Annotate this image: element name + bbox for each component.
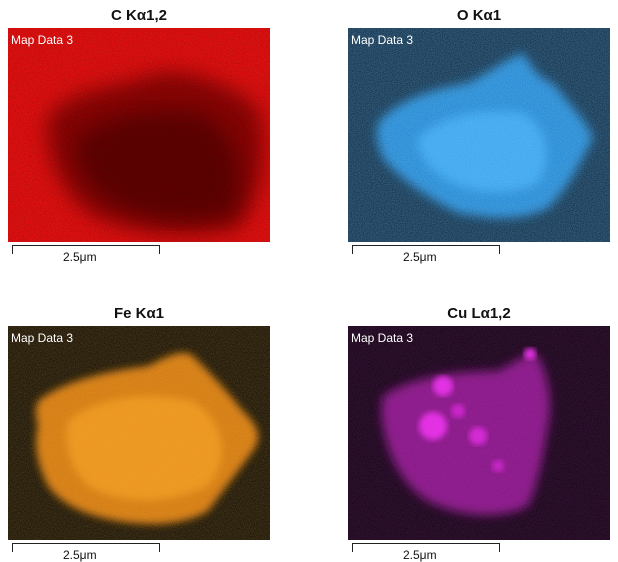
element-map-image: Map Data 3 (8, 28, 270, 242)
panel-title: C Kα1,2 (111, 7, 167, 24)
panel-title: O Kα1 (456, 7, 502, 24)
scale-bar (352, 245, 500, 254)
scale-bar (12, 245, 160, 254)
panel-c: C Kα1,2 Map Data 3 2.5μm (8, 7, 270, 267)
element-map-image: Map Data 3 (348, 326, 610, 540)
panel-o: O Kα1 Map Data 3 2.5μm (348, 7, 610, 267)
scale-label: 2.5μm (403, 548, 437, 562)
panel-cu: Cu Lα1,2 Map Data 3 2.5μm (348, 305, 610, 562)
element-map-image: Map Data 3 (348, 28, 610, 242)
scale-bar (352, 543, 500, 552)
panel-title: Cu Lα1,2 (447, 305, 511, 322)
element-map-image: Map Data 3 (8, 326, 270, 540)
scale-label: 2.5μm (63, 548, 97, 562)
map-label: Map Data 3 (11, 331, 74, 345)
panel-fe: Fe Kα1 Map Data 3 2.5μm (8, 305, 270, 562)
scale-label: 2.5μm (403, 250, 437, 264)
scale-bar (12, 543, 160, 552)
map-label: Map Data 3 (351, 33, 414, 47)
scale-label: 2.5μm (63, 250, 97, 264)
map-label: Map Data 3 (11, 33, 74, 47)
panel-title: Fe Kα1 (113, 305, 165, 322)
map-label: Map Data 3 (351, 331, 414, 345)
